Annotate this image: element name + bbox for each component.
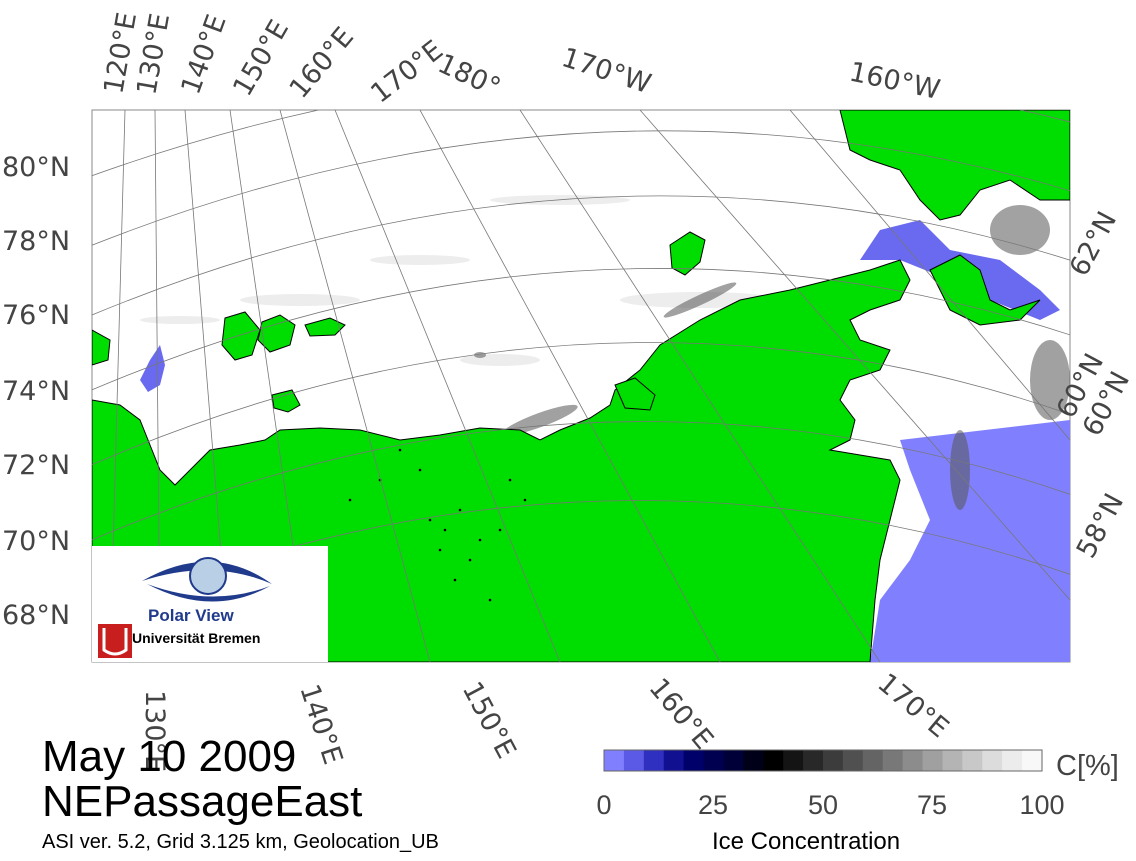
colorbar-swatch <box>643 750 665 771</box>
land-wrangel <box>669 231 706 276</box>
lat-label-left: 74°N <box>2 376 70 407</box>
colorbar-swatch <box>842 750 864 771</box>
colorbar-swatch <box>604 750 625 771</box>
title-region: NEPassageEast <box>42 777 363 826</box>
lon-label-bottom: 150°E <box>456 677 522 764</box>
colorbar <box>604 750 1043 771</box>
colorbar-tick: 100 <box>1019 790 1065 820</box>
colorbar-swatch <box>623 750 645 771</box>
open-water-laptev <box>140 345 165 392</box>
colorbar-swatch <box>763 750 784 771</box>
colorbar-swatch <box>862 750 884 771</box>
lon-label-top: 150°E <box>227 15 295 102</box>
colorbar-swatch <box>703 750 724 771</box>
colorbar-swatch <box>922 750 943 771</box>
lat-label-left: 78°N <box>2 226 70 257</box>
lon-label-bottom: 160°E <box>643 673 720 756</box>
lon-label-top: 160°W <box>847 57 943 106</box>
colorbar-swatch <box>663 750 685 771</box>
land-ayon <box>614 377 656 411</box>
colorbar-tick: 50 <box>807 790 839 820</box>
ice-texture <box>140 195 780 366</box>
lat-label-right: 58°N <box>1071 489 1130 564</box>
colorbar-swatch <box>803 750 824 771</box>
lon-label-top: 180° <box>433 48 505 104</box>
colorbar-swatch <box>982 750 1003 771</box>
colorbar-frame <box>603 749 1043 772</box>
lon-label-top: 160°E <box>284 22 361 105</box>
eye-icon <box>98 557 272 658</box>
polar-view-logo: Polar View Universität Bremen <box>92 546 328 662</box>
land-taimyr <box>92 329 111 366</box>
processing-info: ASI ver. 5.2, Grid 3.125 km, Geolocation… <box>42 831 439 853</box>
ice-low-concentration <box>474 205 1070 510</box>
colorbar-swatch <box>823 750 844 771</box>
lon-label-bottom: 170°E <box>872 668 955 745</box>
lat-label-left: 72°N <box>2 450 70 481</box>
lat-label-left: 70°N <box>2 526 70 557</box>
lat-label-left: 68°N <box>2 600 70 631</box>
colorbar-swatch <box>723 750 744 771</box>
lat-label-right: 62°N <box>1064 207 1123 282</box>
colorbar-swatch <box>1022 750 1043 771</box>
lon-label-top: 170°W <box>558 42 655 100</box>
colorbar-tick: 25 <box>697 790 729 820</box>
colorbar-swatch <box>683 750 705 771</box>
colorbar-swatch <box>962 750 983 771</box>
lon-label-bottom: 130°E <box>139 690 170 772</box>
lat-label-left: 76°N <box>2 300 70 331</box>
open-water-bering <box>870 420 1070 662</box>
logo-text-university: Universität Bremen <box>132 630 261 646</box>
colorbar-swatch <box>783 750 804 771</box>
colorbar-unit: C[%] <box>1056 750 1119 782</box>
colorbar-tick: 0 <box>596 790 612 820</box>
colorbar-title: Ice Concentration <box>712 828 901 855</box>
land-alaska <box>839 110 1070 221</box>
colorbar-swatch <box>902 750 924 771</box>
land-kotelny <box>221 311 261 361</box>
land-new-siberia <box>257 314 296 353</box>
lat-label-left: 80°N <box>2 152 70 183</box>
land-lyakhovsky <box>271 389 301 413</box>
colorbar-swatch <box>942 750 963 771</box>
colorbar-tick: 75 <box>916 790 948 820</box>
lon-label-bottom: 140°E <box>293 681 348 769</box>
colorbar-swatch <box>882 750 904 771</box>
colorbar-swatch <box>1002 750 1023 771</box>
logo-text-polar-view: Polar View <box>148 606 234 625</box>
colorbar-swatch <box>743 750 764 771</box>
title-date: May 10 2009 <box>42 732 297 781</box>
lon-label-top: 140°E <box>175 11 232 99</box>
